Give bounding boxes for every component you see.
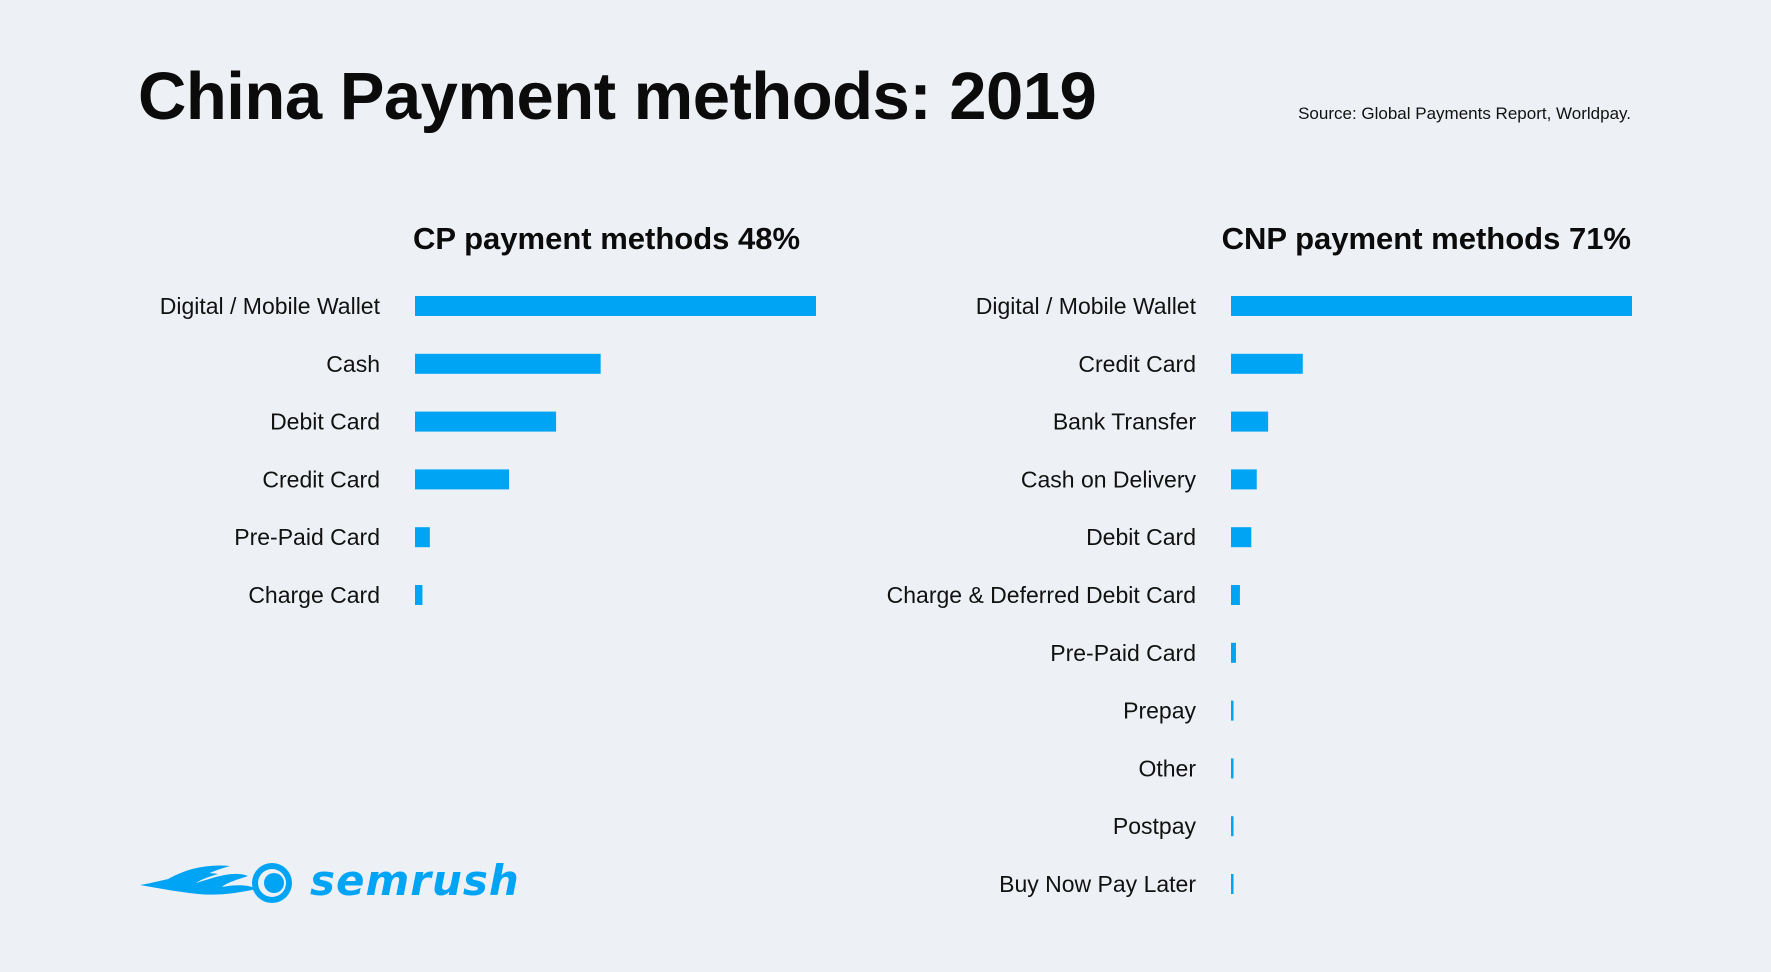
logo-wordmark: SEMRUSH xyxy=(310,856,520,905)
cp-category-label: Digital / Mobile Wallet xyxy=(160,293,381,319)
semrush-fireball-icon xyxy=(140,863,292,903)
cnp-bar xyxy=(1231,816,1234,837)
cp-category-label: Cash xyxy=(326,351,380,377)
cnp-category-label: Prepay xyxy=(1123,698,1196,724)
cnp-category-label: Buy Now Pay Later xyxy=(999,871,1196,897)
cnp-bar xyxy=(1231,758,1234,779)
cnp-category-label: Digital / Mobile Wallet xyxy=(976,293,1197,319)
cnp-bar xyxy=(1231,585,1240,605)
cnp-bar xyxy=(1231,353,1303,374)
cp-bar xyxy=(415,296,816,316)
cp-bar xyxy=(415,469,510,490)
cnp-category-label: Credit Card xyxy=(1078,351,1196,377)
cnp-bar xyxy=(1231,469,1257,490)
cp-bar xyxy=(415,411,557,432)
cnp-category-label: Pre-Paid Card xyxy=(1050,640,1196,666)
cnp-category-label: Other xyxy=(1138,755,1196,781)
cp-bar xyxy=(415,527,430,548)
cnp-category-label: Postpay xyxy=(1113,813,1197,839)
cnp-bar xyxy=(1231,700,1234,721)
cp-category-label: Debit Card xyxy=(270,409,380,435)
cp-category-label: Credit Card xyxy=(262,466,380,492)
cnp-bar xyxy=(1231,296,1632,316)
cnp-bar xyxy=(1231,527,1252,548)
cnp-bar xyxy=(1231,411,1269,432)
cnp-bar xyxy=(1231,642,1236,663)
page-title: China Payment methods: 2019 xyxy=(138,59,1097,134)
cp-category-label: Pre-Paid Card xyxy=(234,524,380,550)
cp-bar xyxy=(415,585,423,605)
cp-bar xyxy=(415,353,601,374)
cp-category-label: Charge Card xyxy=(248,582,380,608)
semrush-logo: SEMRUSH xyxy=(138,858,520,904)
cnp-category-label: Charge & Deferred Debit Card xyxy=(887,582,1196,608)
cp-chart-title: CP payment methods 48% xyxy=(413,221,801,256)
cnp-bar xyxy=(1231,874,1234,894)
cnp-category-label: Cash on Delivery xyxy=(1021,466,1197,492)
cnp-category-label: Debit Card xyxy=(1086,524,1196,550)
source-note: Source: Global Payments Report, Worldpay… xyxy=(1298,104,1631,123)
cnp-category-label: Bank Transfer xyxy=(1053,409,1197,435)
cnp-chart-title: CNP payment methods 71% xyxy=(1221,221,1631,256)
